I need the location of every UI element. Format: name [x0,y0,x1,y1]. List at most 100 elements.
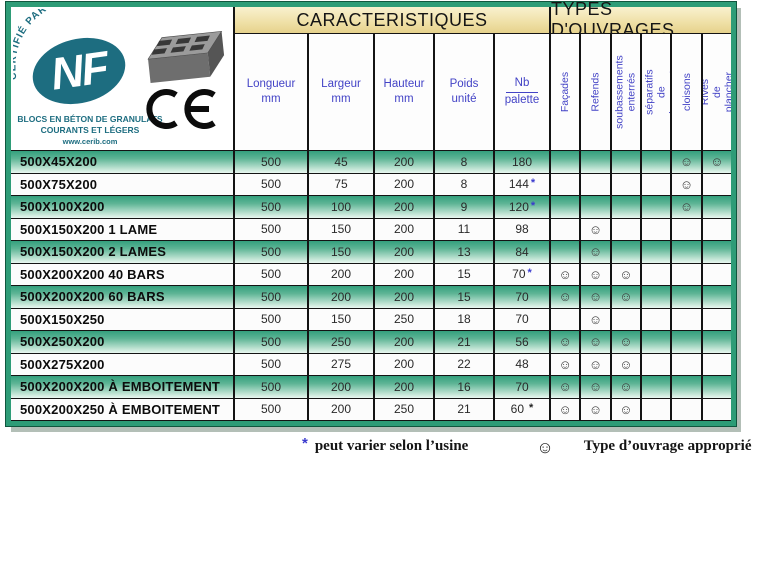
row-label: 500X200X250 À EMBOITEMENT [11,398,233,420]
cell-longueur: 500 [235,173,307,195]
product-table: CERTIFIÉ PAR CERIB NF BLOCS EN BÉTON DE … [11,0,731,421]
smiley-icon: ☺ [679,199,694,215]
vertical-header-text: cloisons [680,73,693,111]
header-line: Nb [505,76,539,93]
logo-website: www.cerib.com [62,137,118,146]
cell-largeur: 150 [309,218,373,240]
asterisk: * [530,177,536,190]
cell-ouvrage-1 [581,173,610,195]
smiley-icon: ☺ [558,334,572,350]
cell-nb-palette: 60 * [495,398,549,420]
cell-ouvrage-1: ☺ [581,308,610,330]
cell-poids: 21 [435,331,493,353]
cell-ouvrage-5 [702,263,731,285]
cell-ouvrage-0 [551,241,580,263]
cell-nb-palette: 48 [495,353,549,375]
cell-ouvrage-1: ☺ [581,398,610,420]
cell-nb-palette: 56 [495,331,549,353]
cell-ouvrage-3 [642,241,671,263]
cell-nb-palette: 120 * [495,196,549,218]
vertical-header-text: Rives de plancher [702,71,731,113]
cell-hauteur: 200 [375,353,433,375]
cell-ouvrage-0: ☺ [551,331,580,353]
cell-ouvrage-3 [642,196,671,218]
column-header-refends: Refends [581,34,610,150]
smiley-icon: ☺ [558,266,572,282]
vertical-header-text: Façades [559,71,572,113]
column-header-longueur: Longueur mm [235,34,307,150]
row-label: 500X200X200 60 BARS [11,286,233,308]
ouvrages-header: TYPES D'OUVRAGES [551,0,731,40]
cell-largeur: 150 [309,308,373,330]
cell-ouvrage-1: ☺ [581,286,610,308]
cell-ouvrage-2 [611,151,640,173]
cell-hauteur: 200 [375,241,433,263]
column-header-rives-plancher: Rives de plancher [702,34,731,150]
cell-hauteur: 200 [375,151,433,173]
smiley-icon: ☺ [619,356,633,372]
cell-ouvrage-1: ☺ [581,376,610,398]
cell-largeur: 75 [309,173,373,195]
smiley-icon: ☺ [679,176,694,192]
smiley-icon: ☺ [619,289,633,305]
smiley-icon: ☺ [558,356,572,372]
cell-hauteur: 250 [375,398,433,420]
cell-largeur: 275 [309,353,373,375]
cell-ouvrage-3 [642,331,671,353]
row-label: 500X100X200 [11,196,233,218]
cell-ouvrage-3 [642,173,671,195]
legend: * peut varier selon l’usine ☺ Type d’ouv… [302,435,752,458]
cell-ouvrage-2 [611,218,640,240]
smiley-icon: ☺ [588,266,603,282]
vertical-header-text: soubassements enterrés [613,55,638,129]
row-label: 500X150X250 [11,308,233,330]
header-line: unité [451,93,477,105]
smiley-icon: ☺ [619,334,633,350]
cell-ouvrage-4 [672,353,701,375]
cell-poids: 16 [435,376,493,398]
header-line: Hauteur [383,78,425,91]
cell-hauteur: 200 [375,331,433,353]
cell-ouvrage-2: ☺ [611,263,640,285]
cell-largeur: 250 [309,331,373,353]
cell-poids: 18 [435,308,493,330]
cell-largeur: 200 [309,263,373,285]
cell-poids: 15 [435,286,493,308]
cell-longueur: 500 [235,376,307,398]
column-header-cloisons: cloisons [672,34,701,150]
appropriate-note: Type d’ouvrage approprié [583,438,752,454]
header-line: mm [261,93,281,105]
cell-longueur: 500 [235,263,307,285]
smiley-icon: ☺ [588,401,603,417]
logo-box: CERTIFIÉ PAR CERIB NF BLOCS EN BÉTON DE … [11,7,233,150]
cell-ouvrage-5 [702,376,731,398]
cell-ouvrage-5 [702,196,731,218]
column-header-soubassements: soubassements enterrés [611,34,640,150]
cell-ouvrage-1: ☺ [581,218,610,240]
row-label: 500X150X200 1 LAME [11,218,233,240]
cell-hauteur: 200 [375,376,433,398]
smiley-icon: ☺ [558,379,572,395]
column-header-largeur: Largeur mm [309,34,373,150]
cell-ouvrage-1: ☺ [581,263,610,285]
caracteristiques-header: CARACTERISTIQUES [235,7,549,33]
cell-longueur: 500 [235,308,307,330]
row-label: 500X250X200 [11,331,233,353]
cell-poids: 21 [435,398,493,420]
cell-largeur: 200 [309,286,373,308]
concrete-block-icon [147,30,225,84]
cell-nb-palette: 70 [495,308,549,330]
caracteristiques-header-text: CARACTERISTIQUES [296,9,488,30]
cell-ouvrage-0 [551,151,580,173]
cell-ouvrage-4 [672,286,701,308]
cell-ouvrage-4 [672,308,701,330]
cell-longueur: 500 [235,353,307,375]
cell-ouvrage-5 [702,308,731,330]
cell-ouvrage-0: ☺ [551,398,580,420]
column-header-murs-separatifs: Murs séparatifs de logement [642,34,671,150]
cell-ouvrage-3 [642,263,671,285]
cell-nb-palette: 98 [495,218,549,240]
column-header-facades: Façades [551,34,580,150]
smiley-icon: ☺ [588,379,603,395]
cell-ouvrage-0: ☺ [551,286,580,308]
